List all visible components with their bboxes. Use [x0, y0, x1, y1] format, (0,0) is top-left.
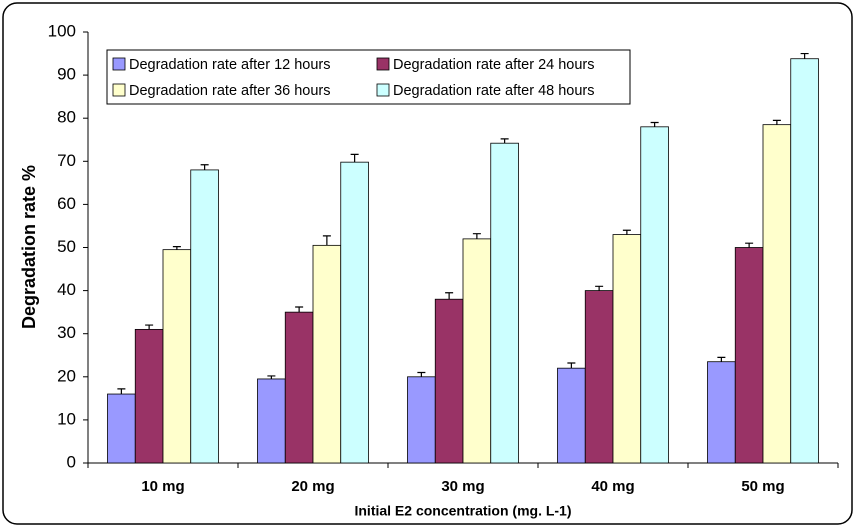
y-tick-label: 100 — [48, 21, 76, 40]
y-tick-label: 80 — [57, 108, 76, 127]
bar — [734, 247, 764, 464]
error-bar — [650, 121, 659, 127]
error-bar — [500, 138, 509, 144]
error-bar — [800, 52, 809, 59]
x-tick-label: 20 mg — [291, 478, 334, 495]
legend-label: Degradation rate after 24 hours — [393, 57, 595, 73]
bar — [190, 169, 219, 464]
legend-label: Degradation rate after 12 hours — [129, 57, 331, 73]
y-tick-label: 0 — [67, 452, 76, 471]
error-bar — [200, 164, 209, 170]
bar — [434, 298, 464, 464]
error-bar — [622, 229, 631, 235]
legend-box — [106, 49, 631, 105]
error-bar — [567, 362, 576, 369]
legend-swatch — [112, 57, 126, 71]
x-tick-label: 40 mg — [591, 478, 634, 495]
y-tick-label: 30 — [57, 323, 76, 342]
bar — [612, 234, 642, 464]
y-tick-label: 20 — [57, 366, 76, 385]
bar — [284, 311, 314, 464]
bar — [640, 126, 669, 464]
bar — [134, 328, 164, 464]
legend-swatch — [376, 57, 390, 71]
y-tick-label: 50 — [57, 237, 76, 256]
bar — [257, 378, 286, 464]
bar — [557, 367, 586, 464]
error-bar — [717, 356, 726, 362]
error-bar — [267, 375, 276, 379]
error-bar — [295, 306, 304, 313]
error-bar — [595, 285, 604, 291]
bar — [584, 290, 614, 464]
bar — [762, 124, 792, 464]
error-bar — [772, 119, 781, 125]
y-tick-label: 60 — [57, 194, 76, 213]
bar — [312, 244, 342, 464]
bar — [407, 376, 436, 464]
error-bar — [472, 233, 481, 239]
error-bar — [417, 371, 426, 377]
y-tick-label: 10 — [57, 409, 76, 428]
bar — [107, 393, 136, 464]
bar — [490, 142, 519, 464]
legend-swatch — [376, 83, 390, 97]
legend-label: Degradation rate after 48 hours — [393, 83, 595, 99]
x-tick-label: 50 mg — [741, 478, 784, 495]
error-bar — [445, 292, 454, 300]
x-tick-label: 30 mg — [441, 478, 484, 495]
bar — [340, 161, 369, 464]
x-axis-label: Initial E2 concentration (mg. L-1) — [354, 503, 571, 519]
x-tick-label: 10 mg — [141, 478, 184, 495]
bar — [790, 58, 819, 464]
legend-swatch — [112, 83, 126, 97]
legend-label: Degradation rate after 36 hours — [129, 83, 331, 99]
bar — [162, 249, 192, 464]
y-tick-label: 90 — [57, 65, 76, 84]
error-bar — [322, 235, 331, 246]
y-tick-label: 40 — [57, 280, 76, 299]
error-bar — [350, 153, 359, 163]
y-axis-label: Degradation rate % — [19, 165, 39, 329]
bar — [462, 238, 492, 464]
error-bar — [745, 242, 754, 248]
error-bar — [117, 388, 126, 395]
error-bar — [145, 324, 154, 330]
error-bar — [172, 246, 181, 250]
bar — [707, 361, 736, 464]
y-tick-label: 70 — [57, 151, 76, 170]
